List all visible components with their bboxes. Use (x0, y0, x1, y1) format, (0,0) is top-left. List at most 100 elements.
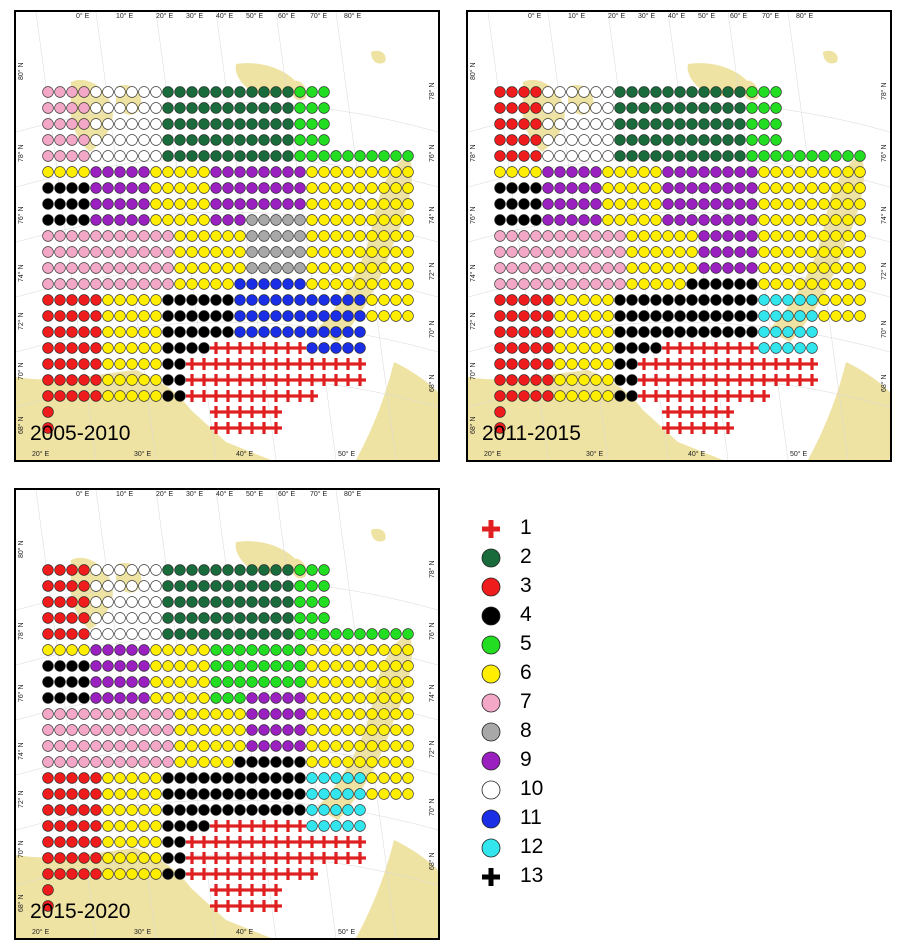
station-marker-class-6 (602, 182, 614, 194)
station-marker-class-6 (150, 852, 162, 864)
station-marker-class-7 (578, 246, 590, 258)
station-marker-class-4 (258, 788, 270, 800)
station-marker-class-4 (162, 310, 174, 322)
station-marker-class-6 (306, 262, 318, 274)
station-marker-class-4 (246, 756, 258, 768)
station-marker-class-2 (722, 102, 734, 114)
station-marker-cross-1 (650, 374, 662, 386)
station-marker-class-6 (842, 310, 854, 322)
station-marker-class-6 (662, 262, 674, 274)
station-marker-class-6 (566, 390, 578, 402)
station-marker-class-12 (806, 310, 818, 322)
station-marker-class-9 (258, 708, 270, 720)
legend-item-2: 2 (476, 544, 596, 572)
station-marker-cross-1 (638, 374, 650, 386)
station-marker-class-6 (590, 326, 602, 338)
legend-label: 9 (520, 748, 532, 771)
station-marker-class-7 (54, 756, 66, 768)
station-marker-cross-1 (734, 374, 746, 386)
station-marker-class-6 (842, 262, 854, 274)
station-marker-cross-1 (306, 836, 318, 848)
lon-label-top: 30° E (186, 12, 204, 20)
station-marker-class-2 (246, 118, 258, 130)
station-marker-cross-1 (186, 836, 198, 848)
station-marker-cross-1 (270, 358, 282, 370)
station-marker-class-10 (602, 118, 614, 130)
station-marker-class-7 (54, 118, 66, 130)
station-marker-class-2 (734, 102, 746, 114)
lon-label-bottom: 40° E (688, 450, 706, 458)
station-marker-class-3 (78, 310, 90, 322)
legend-item-5: 5 (476, 631, 596, 659)
station-marker-class-6 (782, 214, 794, 226)
station-marker-class-2 (674, 86, 686, 98)
station-marker-class-4 (162, 294, 174, 306)
station-marker-class-6 (102, 820, 114, 832)
station-marker-class-7 (530, 230, 542, 242)
station-marker-class-11 (234, 278, 246, 290)
station-marker-class-6 (662, 246, 674, 258)
station-marker-class-9 (590, 166, 602, 178)
station-marker-class-4 (42, 660, 54, 672)
station-marker-class-6 (126, 374, 138, 386)
station-marker-class-9 (590, 214, 602, 226)
station-marker-cross-1 (282, 358, 294, 370)
station-marker-class-4 (258, 756, 270, 768)
station-marker-class-12 (806, 294, 818, 306)
station-marker-class-6 (650, 230, 662, 242)
station-marker-class-2 (614, 102, 626, 114)
station-marker-cross-1 (186, 390, 198, 402)
station-marker-cross-1 (294, 836, 306, 848)
station-marker-class-2 (282, 564, 294, 576)
station-marker-class-2 (210, 612, 222, 624)
station-marker-class-7 (42, 278, 54, 290)
station-marker-class-6 (390, 246, 402, 258)
station-marker-class-6 (554, 374, 566, 386)
station-marker-class-6 (354, 230, 366, 242)
lon-label-top: 60° E (730, 12, 748, 20)
station-marker-class-12 (306, 804, 318, 816)
station-marker-class-6 (198, 246, 210, 258)
station-marker-cross-1 (734, 342, 746, 354)
station-marker-class-4 (282, 788, 294, 800)
legend-marker (481, 635, 501, 655)
station-marker-cross-1 (794, 374, 806, 386)
station-marker-class-6 (794, 246, 806, 258)
station-marker-class-6 (174, 692, 186, 704)
station-marker-class-6 (306, 724, 318, 736)
station-marker-class-2 (282, 628, 294, 640)
station-marker-class-3 (494, 342, 506, 354)
station-marker-cross-1 (306, 374, 318, 386)
station-marker-class-6 (126, 342, 138, 354)
station-marker-class-6 (102, 852, 114, 864)
station-marker-class-4 (198, 326, 210, 338)
station-marker-class-6 (234, 708, 246, 720)
station-marker-class-2 (186, 580, 198, 592)
station-marker-cross-1 (210, 836, 222, 848)
station-marker-class-2 (246, 86, 258, 98)
legend-label: 5 (520, 632, 532, 655)
station-marker-class-7 (66, 708, 78, 720)
station-marker-class-6 (42, 166, 54, 178)
station-marker-class-3 (54, 596, 66, 608)
station-marker-class-5 (222, 660, 234, 672)
station-marker-cross-1 (210, 884, 222, 896)
station-marker-class-6 (602, 214, 614, 226)
stations-layer (42, 86, 414, 434)
station-marker-class-4 (674, 326, 686, 338)
station-marker-class-4 (162, 358, 174, 370)
station-marker-class-5 (390, 628, 402, 640)
station-marker-class-6 (138, 374, 150, 386)
station-marker-class-3 (542, 390, 554, 402)
station-marker-class-3 (66, 390, 78, 402)
station-marker-class-10 (590, 118, 602, 130)
station-marker-class-9 (698, 246, 710, 258)
station-marker-cross-1 (270, 868, 282, 880)
station-marker-class-2 (270, 564, 282, 576)
station-marker-class-6 (174, 676, 186, 688)
station-marker-class-10 (138, 86, 150, 98)
station-marker-class-6 (354, 676, 366, 688)
station-marker-cross-1 (282, 342, 294, 354)
